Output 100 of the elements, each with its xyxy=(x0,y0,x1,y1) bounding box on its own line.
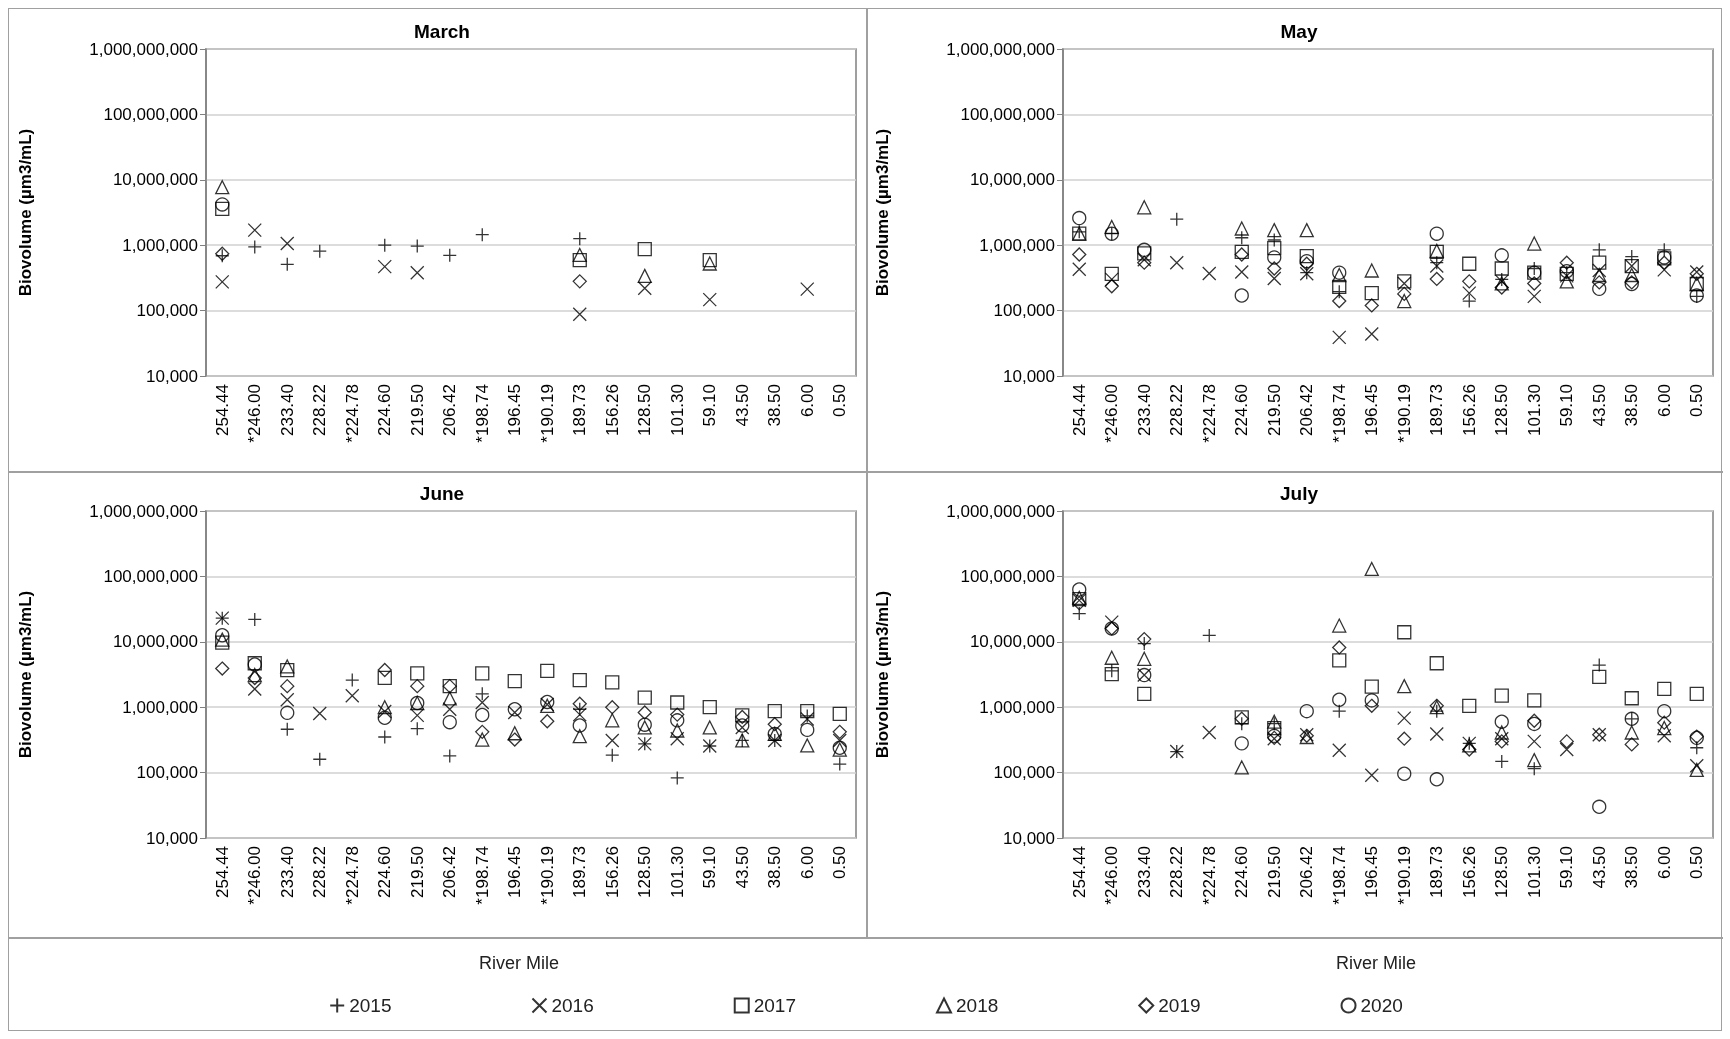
x-tick-label: 59.10 xyxy=(700,846,720,889)
point xyxy=(312,706,327,721)
x-tick-label: 196.45 xyxy=(1362,846,1382,898)
point xyxy=(1267,720,1282,736)
point xyxy=(702,700,717,715)
point xyxy=(1332,640,1347,655)
point xyxy=(1592,255,1607,270)
y-tick-label: 1,000,000 xyxy=(979,697,1055,717)
x-tick-label: 43.50 xyxy=(732,846,752,889)
point xyxy=(215,628,230,643)
x-tick-label: 206.42 xyxy=(440,384,460,436)
x-tick-label: 189.73 xyxy=(1427,384,1447,436)
y-tick-label: 10,000,000 xyxy=(112,170,198,190)
point xyxy=(572,247,587,263)
point xyxy=(1137,246,1152,261)
point xyxy=(1104,279,1119,294)
point xyxy=(1559,274,1574,289)
point xyxy=(1494,280,1509,295)
point xyxy=(670,731,685,746)
x-axis-title: River Mile xyxy=(479,953,560,973)
x-tick-label: 38.50 xyxy=(765,384,785,427)
point xyxy=(1494,688,1509,703)
y-tick-label: 100,000,000 xyxy=(960,104,1055,124)
point xyxy=(215,274,230,290)
point xyxy=(702,292,717,307)
point xyxy=(1169,255,1184,270)
chart-title: July xyxy=(1279,483,1319,504)
point xyxy=(1462,256,1477,271)
point xyxy=(475,666,490,681)
point xyxy=(1462,285,1477,301)
point xyxy=(1364,679,1379,694)
point xyxy=(1527,734,1542,749)
point xyxy=(1559,255,1574,270)
point xyxy=(1267,250,1282,265)
point xyxy=(442,691,457,706)
point xyxy=(215,201,230,216)
x-tick-label: *246.00 xyxy=(245,846,265,905)
point xyxy=(377,704,392,719)
point xyxy=(1689,686,1704,701)
point xyxy=(1397,625,1412,640)
x-tick-label: *198.74 xyxy=(472,846,492,905)
x-tick-label: *224.78 xyxy=(342,384,362,443)
point xyxy=(1364,693,1379,708)
x-tick-label: 196.45 xyxy=(1362,384,1382,436)
chart-title: May xyxy=(1280,21,1318,42)
point xyxy=(605,733,620,748)
point xyxy=(1397,286,1412,302)
point xyxy=(1137,651,1152,666)
point xyxy=(1234,264,1249,280)
point xyxy=(410,678,425,694)
point xyxy=(800,281,815,297)
point xyxy=(637,242,652,257)
point xyxy=(1072,247,1087,262)
y-tick-label: 1,000,000,000 xyxy=(89,501,198,521)
point xyxy=(377,662,392,678)
point xyxy=(572,707,587,722)
point xyxy=(670,723,685,738)
point xyxy=(832,706,847,722)
x-tick-label: 101.30 xyxy=(1524,384,1544,436)
x-tick-label: 0.50 xyxy=(1687,384,1707,418)
point xyxy=(1527,693,1542,708)
x-tick-label: 224.60 xyxy=(1232,846,1252,898)
point xyxy=(1299,704,1314,719)
point xyxy=(1559,734,1574,749)
y-tick-label: 10,000 xyxy=(1003,828,1055,848)
point xyxy=(1657,262,1672,277)
x-tick-label: 0.50 xyxy=(1687,846,1707,880)
point xyxy=(670,707,685,722)
y-tick-label: 1,000,000,000 xyxy=(89,39,198,59)
x-tick-label: 6.00 xyxy=(797,846,817,880)
x-tick-label: 156.26 xyxy=(602,846,622,898)
legend-label: 2018 xyxy=(956,995,999,1016)
point xyxy=(832,724,847,739)
y-tick-label: 10,000 xyxy=(146,366,198,386)
point xyxy=(1527,716,1542,732)
point xyxy=(475,732,490,747)
x-tick-label: *246.00 xyxy=(1102,846,1122,905)
x-tick-label: 59.10 xyxy=(1557,846,1577,889)
y-tick-label: 100,000 xyxy=(136,301,198,321)
x-tick-label: 101.30 xyxy=(667,384,687,436)
point xyxy=(1527,236,1542,251)
y-tick-label: 100,000 xyxy=(993,763,1055,783)
point xyxy=(280,692,295,707)
y-tick-label: 100,000,000 xyxy=(103,566,198,586)
x-tick-label: *198.74 xyxy=(472,384,492,443)
x-tick-label: 101.30 xyxy=(1524,846,1544,898)
point xyxy=(1624,691,1639,706)
x-tick-label: 206.42 xyxy=(1297,846,1317,898)
x-tick-label: 128.50 xyxy=(635,384,655,436)
point xyxy=(1429,772,1444,787)
point xyxy=(637,281,652,296)
y-tick-label: 10,000 xyxy=(1003,366,1055,386)
y-tick-label: 1,000,000 xyxy=(122,235,198,255)
point xyxy=(1072,262,1087,277)
y-tick-label: 10,000 xyxy=(146,828,198,848)
point xyxy=(1364,561,1379,577)
point xyxy=(1624,737,1639,752)
x-tick-label: 38.50 xyxy=(765,846,785,889)
x-tick-label: 254.44 xyxy=(212,846,232,898)
point xyxy=(1592,799,1607,814)
